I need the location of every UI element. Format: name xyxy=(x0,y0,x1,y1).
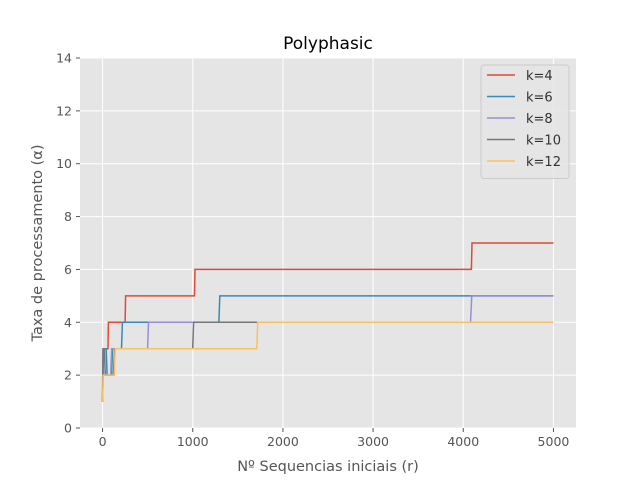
x-tick-label: 2000 xyxy=(267,434,299,449)
legend-frame xyxy=(480,64,570,179)
x-tick-label: 4000 xyxy=(447,434,479,449)
axis-ticks: 0 1000 2000 3000 4000 5000 0 2 4 6 8 10 12 14 xyxy=(56,51,569,450)
x-axis-label: Nº Sequencias iniciais (r) xyxy=(237,459,419,475)
legend-label-k-4: k=4 xyxy=(526,69,553,84)
y-tick-label: 2 xyxy=(64,368,72,383)
y-tick-label: 6 xyxy=(64,262,72,277)
legend-label-k-8: k=8 xyxy=(526,112,553,127)
legend-label-k-12: k=12 xyxy=(526,155,561,170)
y-tick-label: 10 xyxy=(56,156,72,171)
y-axis-label: Taxa de processamento (α) xyxy=(30,144,46,342)
x-tick-label: 3000 xyxy=(357,434,389,449)
y-tick-label: 0 xyxy=(64,421,72,436)
y-tick-label: 4 xyxy=(64,315,72,330)
x-tick-label: 0 xyxy=(99,434,107,449)
y-tick-label: 14 xyxy=(56,51,72,66)
chart-title: Polyphasic xyxy=(283,34,373,54)
legend-label-k-6: k=6 xyxy=(526,91,553,106)
series-lines xyxy=(101,242,554,402)
series-line-k-12 xyxy=(101,321,554,402)
legend-label-k-10: k=10 xyxy=(526,134,561,149)
legend: k=4 k=6 k=8 k=10 k=12 xyxy=(480,64,570,179)
y-tick-label: 8 xyxy=(64,209,72,224)
y-tick-label: 12 xyxy=(56,103,72,118)
x-tick-label: 1000 xyxy=(177,434,209,449)
x-tick-label: 5000 xyxy=(538,434,570,449)
